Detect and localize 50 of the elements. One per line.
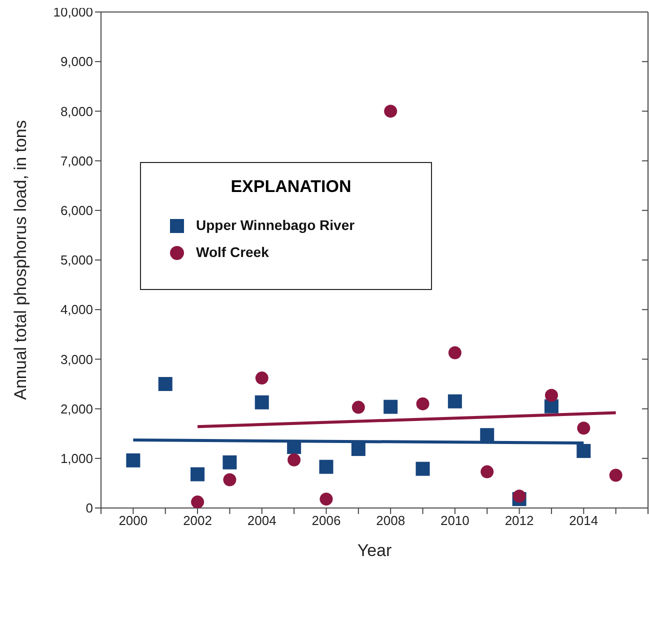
- point: [577, 422, 590, 435]
- point: [254, 395, 269, 410]
- point: [351, 442, 366, 456]
- y-tick-label: 3,000: [60, 352, 93, 367]
- point: [288, 453, 301, 466]
- point: [480, 465, 494, 478]
- legend-label: Wolf Creek: [196, 244, 269, 260]
- x-tick-label: 2008: [376, 513, 406, 528]
- legend-label: Upper Winnebago River: [196, 217, 355, 233]
- x-tick-label: 2014: [569, 513, 598, 528]
- x-tick-label: 2012: [504, 513, 534, 528]
- point: [576, 444, 591, 458]
- point: [222, 455, 237, 470]
- y-tick-label: 8,000: [60, 104, 93, 119]
- x-tick-label: 2002: [183, 513, 212, 528]
- y-tick-label: 7,000: [60, 153, 93, 168]
- x-tick-label: 2000: [118, 513, 148, 528]
- point: [319, 460, 334, 474]
- point: [352, 400, 365, 414]
- point: [448, 346, 462, 360]
- point: [512, 490, 526, 503]
- x-axis-title: Year: [357, 541, 392, 560]
- y-tick-label: 2,000: [60, 401, 93, 416]
- y-tick-label: 0: [86, 500, 93, 516]
- y-axis-title: Annual total phosphorus load, in tons: [11, 120, 30, 400]
- y-tick-label: 5,000: [60, 252, 93, 268]
- point: [480, 428, 494, 442]
- point: [416, 462, 430, 476]
- point: [609, 468, 622, 482]
- legend-title: EXPLANATION: [230, 177, 352, 197]
- point: [384, 400, 398, 414]
- point: [255, 372, 268, 385]
- point: [544, 399, 558, 414]
- point: [544, 388, 558, 402]
- point: [448, 394, 462, 408]
- point: [191, 496, 204, 508]
- point: [320, 492, 333, 506]
- point: [158, 377, 172, 391]
- y-tick-label: 1,000: [60, 451, 93, 466]
- x-tick-label: 2006: [312, 513, 341, 528]
- point: [126, 453, 140, 468]
- point: [223, 473, 236, 486]
- x-tick-label: 2010: [440, 513, 470, 528]
- y-tick-label: 6,000: [60, 203, 93, 218]
- point: [416, 397, 430, 410]
- point: [384, 104, 398, 118]
- x-tick-label: 2004: [247, 513, 276, 528]
- y-tick-label: 9,000: [60, 54, 93, 70]
- point: [190, 467, 205, 482]
- y-tick-label: 4,000: [60, 302, 93, 318]
